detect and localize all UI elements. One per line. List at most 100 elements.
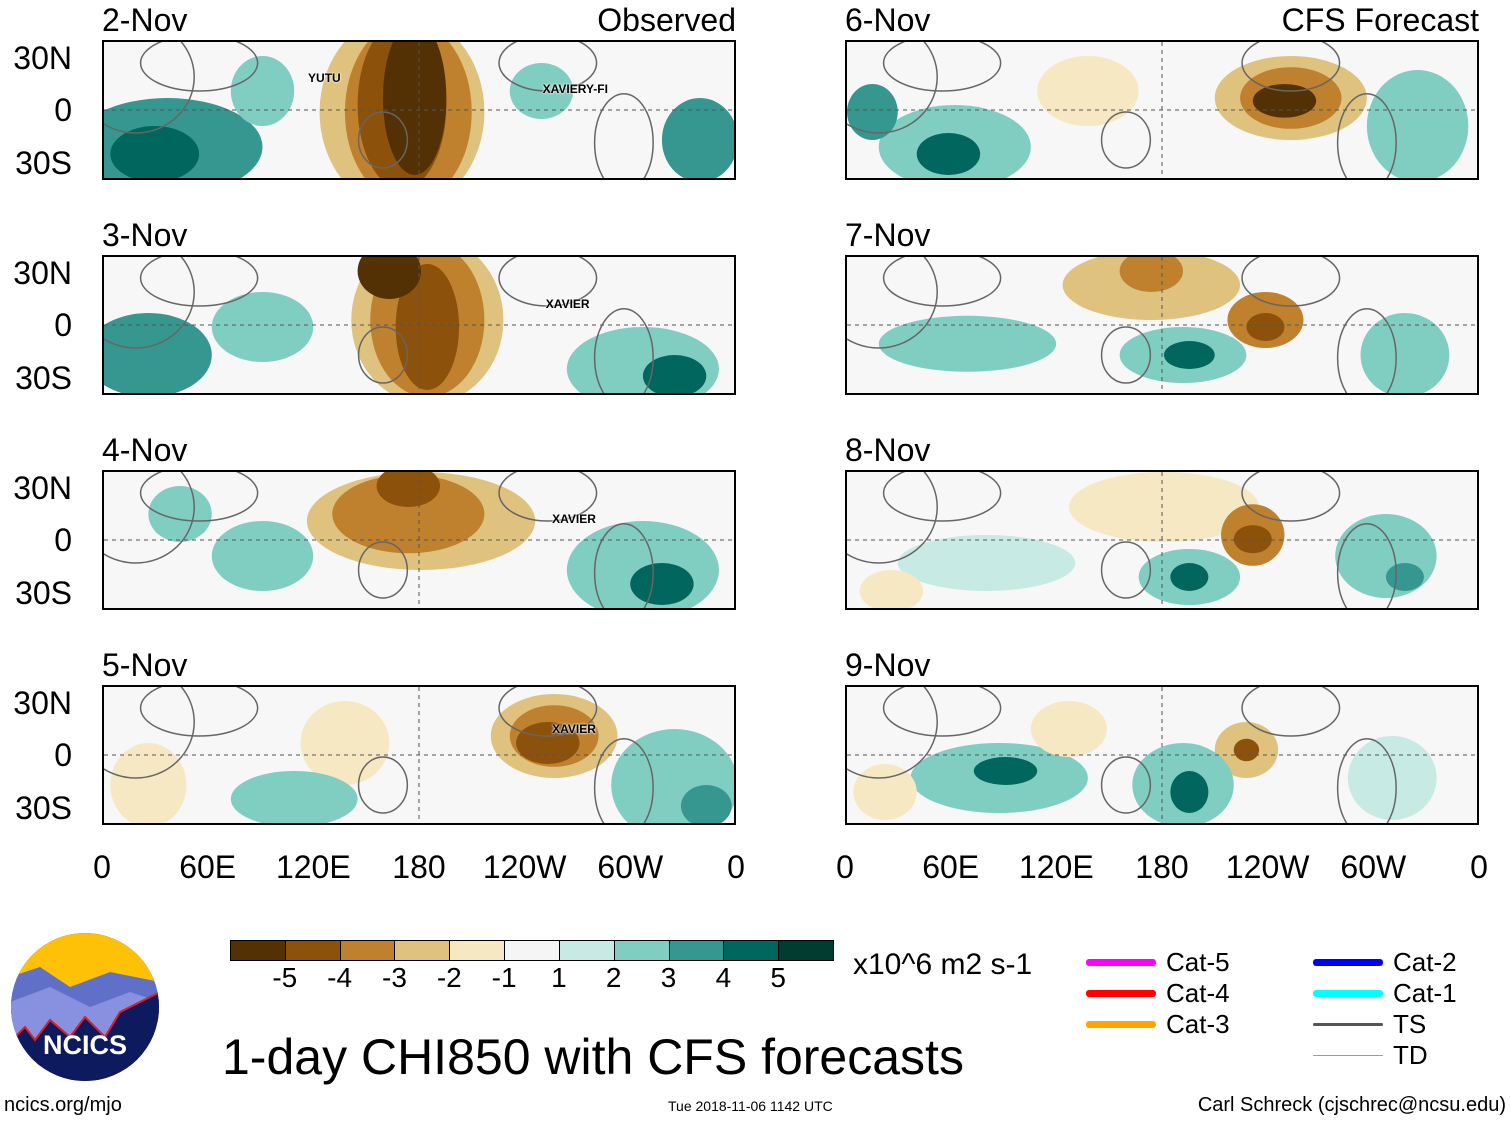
- coastline: [1241, 257, 1341, 307]
- anomaly-contour: [1170, 563, 1209, 591]
- colorbar-tick-label: 4: [715, 962, 732, 993]
- coastline: [593, 93, 654, 178]
- coastline: [357, 111, 409, 169]
- colorbar-swatch: [668, 940, 725, 961]
- anomaly-contour: [1164, 341, 1215, 369]
- map-panel: [845, 40, 1479, 180]
- coastline: [104, 42, 195, 134]
- map-panel: [102, 255, 736, 395]
- colorbar-units: x10^6 m2 s-1: [853, 948, 1033, 981]
- lat-label: 0: [54, 737, 72, 773]
- panel-date: 7-Nov: [845, 217, 931, 253]
- anomaly-contour: [916, 133, 981, 175]
- legend-label: TD: [1393, 1040, 1428, 1070]
- lat-label: 30N: [13, 40, 72, 76]
- coastline: [1336, 738, 1397, 823]
- lon-label: 120W: [482, 849, 567, 885]
- anomaly-contour: [148, 486, 212, 542]
- legend-line: [1086, 989, 1156, 997]
- coastline: [1336, 308, 1397, 393]
- colorbar-swatch: [284, 940, 341, 961]
- anomaly-contour: [104, 313, 212, 393]
- coastline: [882, 687, 1002, 737]
- legend-label: TS: [1393, 1009, 1427, 1039]
- anomaly-contour: [211, 292, 314, 362]
- colorbar-swatch: [558, 940, 615, 961]
- coastline: [139, 472, 259, 522]
- map-panel: [102, 685, 736, 825]
- coastline: [1100, 541, 1152, 599]
- forecast-header: CFS Forecast: [1281, 2, 1479, 38]
- legend-line: [1086, 958, 1156, 966]
- storm-label: XAVIER: [552, 512, 596, 527]
- anomaly-contour: [642, 355, 707, 393]
- anomaly-contour: [680, 785, 732, 823]
- anomaly-contour: [1068, 472, 1260, 542]
- lat-label: 30N: [13, 470, 72, 506]
- coastline: [139, 687, 259, 737]
- colorbar-tick-label: -5: [272, 962, 298, 993]
- anomaly-contour: [357, 257, 421, 299]
- ncics-logo: NCICS: [10, 932, 160, 1082]
- map-panel: [845, 685, 1479, 825]
- legend-line: [1313, 1022, 1383, 1026]
- coastline: [357, 756, 409, 814]
- legend-label: Cat-5: [1166, 947, 1230, 977]
- lon-label: 0: [836, 849, 854, 885]
- map-panel: [845, 255, 1479, 395]
- anomaly-contour: [1252, 84, 1317, 118]
- anomaly-contour: [1347, 736, 1437, 820]
- colorbar-swatch: [449, 940, 506, 961]
- lat-label: 30N: [13, 255, 72, 291]
- coastline: [498, 42, 598, 92]
- colorbar-tick-label: -3: [382, 962, 407, 993]
- lat-label: 30S: [15, 790, 72, 826]
- colorbar-tick-label: -1: [491, 962, 517, 993]
- lat-label: 30N: [13, 685, 72, 721]
- lat-label: 30S: [15, 575, 72, 611]
- colorbar-tick-label: -2: [436, 962, 462, 993]
- coastline: [1241, 687, 1341, 737]
- anomaly-contour: [1335, 514, 1437, 598]
- anomaly-contour: [1037, 56, 1139, 126]
- figure-title: 1-day CHI850 with CFS forecasts: [222, 1029, 964, 1085]
- footer-timestamp: Tue 2018-11-06 1142 UTC: [668, 1098, 833, 1114]
- colorbar-swatch: [723, 940, 780, 961]
- coastline: [1241, 42, 1341, 92]
- coastline: [139, 42, 259, 92]
- anomaly-contour: [516, 722, 580, 764]
- anomaly-contour: [395, 264, 460, 390]
- lat-label: 0: [54, 92, 72, 128]
- coastline: [882, 257, 1002, 307]
- legend-label: Cat-2: [1393, 947, 1457, 977]
- storm-label: YUTU: [308, 71, 341, 86]
- footer-url: ncics.org/mjo: [4, 1094, 122, 1116]
- anomaly-contour: [1246, 313, 1285, 341]
- anomaly-contour: [376, 472, 441, 507]
- anomaly-contour: [332, 474, 485, 554]
- coastline: [1336, 523, 1397, 608]
- coastline: [357, 326, 409, 384]
- anomaly-contour: [1360, 313, 1450, 393]
- colorbar-tick-label: 2: [605, 962, 622, 993]
- lon-label: 0: [727, 849, 745, 885]
- legend-label: Cat-3: [1166, 1009, 1230, 1039]
- coastline: [357, 541, 409, 599]
- anomaly-contour: [847, 84, 898, 140]
- observed-header: Observed: [597, 2, 736, 38]
- legend-line: [1313, 989, 1383, 997]
- anomaly-contour: [1366, 70, 1469, 178]
- lon-label: 120W: [1225, 849, 1310, 885]
- coastline: [1241, 472, 1341, 522]
- lon-label: 60W: [597, 849, 664, 885]
- anomaly-contour: [1233, 738, 1260, 762]
- colorbar-tick-label: 5: [770, 962, 786, 993]
- colorbar-swatch: [778, 940, 834, 961]
- anomaly-contour: [1233, 525, 1272, 554]
- lat-label: 30S: [15, 360, 72, 396]
- coastline: [847, 472, 938, 564]
- anomaly-contour: [110, 743, 187, 823]
- lon-label: 0: [1470, 849, 1488, 885]
- colorbar-swatch: [230, 940, 286, 961]
- panel-date: 2-Nov: [102, 2, 188, 38]
